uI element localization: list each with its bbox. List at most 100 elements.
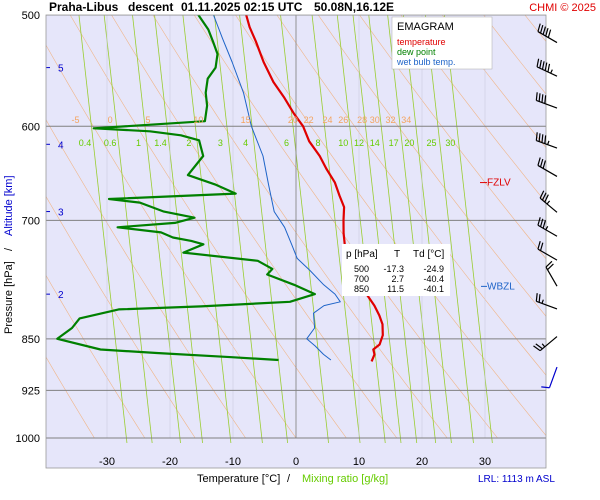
temperature-tick-label: 0 xyxy=(293,456,299,468)
mixing-ratio-label: 6 xyxy=(284,138,289,148)
mixing-ratio-label: 20 xyxy=(404,138,414,148)
mixing-ratio-line xyxy=(387,15,437,444)
temperature-tick-label: -20 xyxy=(162,456,178,468)
dry-adiabat-line xyxy=(46,195,196,439)
wind-barb-half-feather xyxy=(547,140,550,145)
dry-adiabat-line xyxy=(317,15,546,317)
mixing-ratio-label: 1 xyxy=(136,138,141,148)
dry-adiabat-line xyxy=(46,119,246,439)
mixing-ratio-label: 8 xyxy=(316,138,321,148)
legend: EMAGRAM temperature dew point wet bulb t… xyxy=(391,16,493,70)
wind-barb-feather xyxy=(538,294,541,303)
wind-barb xyxy=(535,293,558,310)
wind-barb-feather xyxy=(539,218,544,227)
mixing-ratio-line xyxy=(182,15,232,444)
wind-barb-half-feather xyxy=(545,226,549,231)
wind-barb-feather xyxy=(533,345,541,352)
temperature-tick-label: -30 xyxy=(99,456,115,468)
legend-dewpoint: dew point xyxy=(397,47,436,57)
wind-barb xyxy=(533,336,558,352)
wind-barb-half-feather xyxy=(550,69,553,74)
mixing-ratio-label: 30 xyxy=(445,138,455,148)
wind-barb-feather xyxy=(542,220,546,229)
wind-barb-feather xyxy=(539,158,544,168)
wind-barb-feather xyxy=(535,293,538,302)
wind-barb-staff xyxy=(548,366,558,388)
mixing-ratio-label: 2 xyxy=(186,138,191,148)
dry-adiabat-line xyxy=(483,15,546,95)
table-cell: -24.9 xyxy=(423,264,444,274)
wind-barb-staff xyxy=(537,224,558,237)
wind-barb-feather xyxy=(547,63,551,73)
wind-barb-feather xyxy=(541,94,544,103)
table-cell: 850 xyxy=(354,284,369,294)
mixing-ratio-line xyxy=(78,15,128,444)
wind-barb-feather xyxy=(535,92,538,101)
dry-adiabat-line xyxy=(69,15,347,439)
y-axis-separator: / xyxy=(3,247,15,251)
x-axis-separator: / xyxy=(287,473,291,485)
wind-barb xyxy=(536,58,558,77)
wind-barb-feather xyxy=(541,61,545,70)
table-cell: 2.7 xyxy=(391,274,404,284)
wetbulb-line xyxy=(213,15,341,361)
wind-barb-feather xyxy=(542,160,546,169)
dry-adiabat-line xyxy=(46,44,297,439)
wind-barb-staff xyxy=(536,66,558,77)
wind-barb-feather xyxy=(539,190,545,199)
mixing-ratio-line xyxy=(154,15,203,444)
dry-adiabat-label: 24 xyxy=(322,115,332,125)
table-cell: 11.5 xyxy=(387,284,404,294)
mixing-ratio-label: 10 xyxy=(338,138,348,148)
wind-barb-feather xyxy=(544,95,547,104)
dewpoint-line xyxy=(56,15,316,362)
pressure-tick-label: 1000 xyxy=(16,433,40,445)
mixing-ratio-label: 0.6 xyxy=(104,138,117,148)
footer-lrl: LRL: 1113 m ASL xyxy=(478,474,555,485)
wind-barb-feather xyxy=(547,29,552,38)
dry-adiabat-label: 32 xyxy=(385,115,395,125)
wind-barb-staff xyxy=(536,300,558,310)
altitude-tick-label: 3 xyxy=(58,208,64,219)
mixing-ratio-line xyxy=(214,15,263,444)
mixing-ratio-line xyxy=(239,15,288,444)
dry-adiabat-label: 30 xyxy=(370,115,380,125)
wind-barbs xyxy=(533,23,558,389)
temperature-tick-label: -10 xyxy=(225,456,241,468)
pressure-tick-label: 850 xyxy=(22,334,40,346)
pressure-tick-label: 500 xyxy=(22,10,40,22)
dry-adiabat-line xyxy=(441,15,546,149)
table-header-p: p [hPa] xyxy=(346,249,378,260)
wind-barb xyxy=(535,92,558,109)
mixing-ratio-label: 17 xyxy=(389,138,399,148)
wind-barb-feather xyxy=(535,343,543,350)
dry-adiabat-label: 5 xyxy=(145,115,150,125)
dry-adiabat-label: 28 xyxy=(357,115,367,125)
mixing-ratio-line xyxy=(403,15,452,444)
wind-barb-feather xyxy=(536,58,540,67)
table-cell: 700 xyxy=(354,274,369,284)
wind-barb xyxy=(545,260,558,287)
table-cell: -40.4 xyxy=(423,274,444,284)
mixing-ratio-line xyxy=(368,15,418,444)
temperature-tick-label: 30 xyxy=(479,456,491,468)
mixing-ratio-label: 14 xyxy=(370,138,380,148)
mixing-ratio-line xyxy=(336,15,386,444)
mixing-ratio-label: 25 xyxy=(426,138,436,148)
wind-barb-feather xyxy=(539,59,542,69)
mixing-ratio-line xyxy=(352,15,402,444)
wind-barb-feather xyxy=(538,93,541,102)
altitude-tick-label: 5 xyxy=(58,64,64,75)
legend-title: EMAGRAM xyxy=(397,21,454,33)
dry-adiabat-line xyxy=(546,0,600,438)
wind-barb-staff xyxy=(545,266,558,287)
table-header-td: Td [°C] xyxy=(413,249,444,260)
dry-adiabat-line xyxy=(359,15,546,260)
dry-adiabat-label: 15 xyxy=(241,115,251,125)
wind-barb-feather xyxy=(539,24,544,34)
wind-barb-half-feather xyxy=(546,200,551,205)
dry-adiabat-line xyxy=(46,274,146,439)
x-axis-label: Temperature [°C] xyxy=(197,473,280,485)
y-axis-label-altitude: Altitude [km] xyxy=(3,175,15,236)
temperature-tick-label: 20 xyxy=(416,456,428,468)
